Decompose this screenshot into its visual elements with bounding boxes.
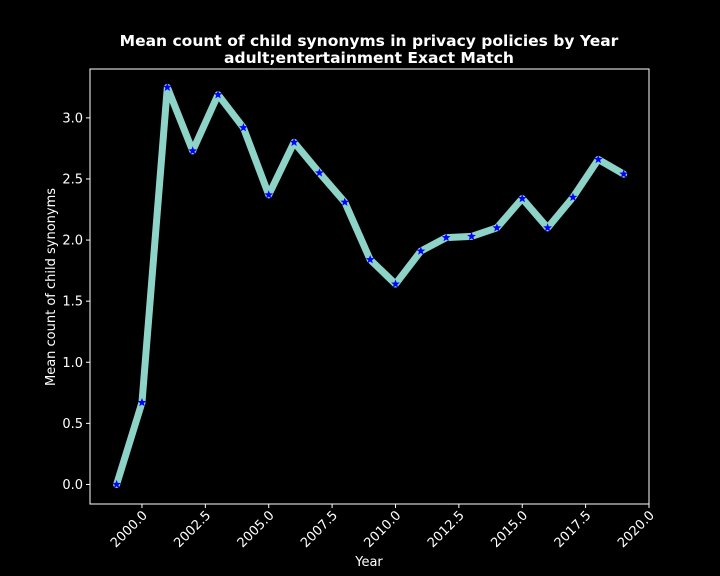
data-point-marker — [365, 255, 375, 264]
data-point-marker — [239, 123, 248, 132]
data-point-marker — [137, 397, 147, 407]
x-tick-label: 2020.0 — [615, 508, 658, 551]
data-point-marker — [391, 279, 400, 288]
data-point-marker — [416, 246, 426, 255]
data-point-marker — [340, 197, 350, 206]
data-point-marker — [568, 192, 578, 202]
y-tick-label: 2.5 — [62, 172, 83, 187]
data-point-marker — [517, 193, 527, 203]
data-point-marker — [162, 82, 172, 92]
x-tick-label: 2010.0 — [362, 508, 405, 551]
data-point-marker — [619, 169, 629, 178]
data-point-marker — [593, 154, 603, 164]
x-tick-label: 2012.5 — [425, 508, 468, 551]
x-tick-label: 2002.5 — [171, 508, 214, 551]
data-point-marker — [289, 137, 299, 147]
y-tick-label: 2.0 — [62, 234, 83, 249]
data-point-marker — [543, 223, 552, 232]
y-tick-label: 1.0 — [62, 356, 83, 371]
plot-area: 2000.0 2002.5 2005.0 2007.5 2010.0 2012.5 2015… — [62, 68, 658, 551]
chart-subtitle: adult;entertainment Exact Match — [224, 49, 514, 67]
data-point-marker — [441, 233, 451, 242]
x-tick-label: 2000.0 — [108, 508, 151, 551]
y-tick-label: 3.0 — [62, 111, 83, 126]
data-point-marker — [264, 190, 274, 199]
y-tick-label: 1.5 — [62, 295, 83, 310]
data-point-marker — [315, 168, 324, 177]
data-point-marker — [188, 146, 198, 155]
x-tick-label: 2017.5 — [552, 508, 595, 551]
y-axis-label: Mean count of child synonyms — [44, 188, 59, 386]
data-point-marker — [467, 231, 476, 241]
data-point-marker — [213, 90, 223, 99]
x-axis-label: Year — [354, 555, 383, 570]
x-tick-label: 2015.0 — [488, 508, 531, 551]
x-tick-label: 2007.5 — [298, 508, 341, 551]
y-tick-label: 0.5 — [62, 417, 83, 432]
data-point-marker — [112, 479, 121, 489]
plot-frame — [89, 68, 650, 505]
y-tick-label: 0.0 — [62, 478, 83, 493]
x-tick-label: 2005.0 — [235, 508, 278, 551]
chart-title: Mean count of child synonyms in privacy … — [120, 32, 619, 50]
data-point-marker — [492, 223, 502, 232]
